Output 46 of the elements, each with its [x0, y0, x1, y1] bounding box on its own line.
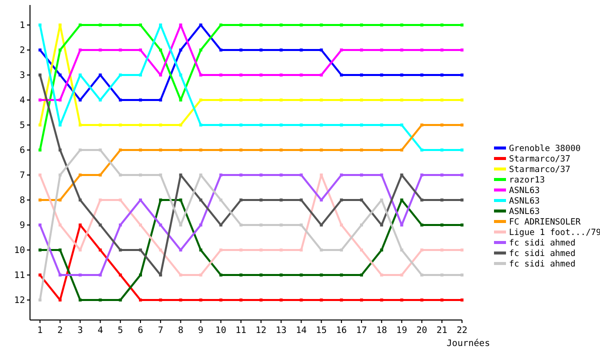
x-tick-label: 4 — [98, 326, 103, 336]
y-tick-label: 9 — [20, 221, 25, 232]
x-tick-label: 15 — [316, 326, 327, 336]
y-tick-label: 10 — [14, 246, 25, 256]
x-tick-label: 11 — [236, 326, 246, 336]
legend-label: Starmarco/37 — [509, 154, 570, 164]
y-tick-label: 2 — [20, 46, 25, 56]
legend-label: razor13 — [509, 175, 545, 186]
x-axis-title: Journées — [446, 338, 490, 349]
x-tick-label: 10 — [215, 326, 226, 336]
legend-label: ASNL63 — [509, 206, 540, 217]
x-tick-label: 12 — [256, 326, 266, 336]
y-tick-label: 5 — [20, 121, 25, 132]
x-tick-label: 17 — [356, 326, 367, 336]
y-tick-label: 1 — [20, 21, 25, 32]
legend-label: fc sidi ahmed — [509, 248, 576, 259]
x-tick-label: 21 — [436, 326, 448, 336]
y-tick-label: 11 — [14, 271, 25, 282]
y-tick-label: 6 — [20, 146, 25, 156]
x-tick-label: 5 — [118, 326, 124, 336]
y-tick-label: 12 — [14, 296, 25, 306]
x-tick-label: 14 — [296, 326, 307, 336]
y-tick-label: 3 — [20, 71, 25, 82]
y-tick-label: 8 — [20, 196, 25, 206]
legend-label: fc sidi ahmed — [509, 259, 576, 270]
legend-label: ASNL63 — [509, 186, 540, 196]
x-tick-label: 13 — [276, 326, 287, 336]
x-tick-label: 1 — [37, 326, 43, 336]
x-tick-label: 18 — [376, 326, 388, 336]
legend-label: fc sidi ahmed — [509, 238, 576, 248]
x-tick-label: 2 — [57, 326, 63, 336]
x-tick-label: 16 — [336, 326, 347, 336]
x-tick-label: 20 — [416, 326, 428, 336]
legend-label: ASNL63 — [509, 196, 540, 206]
legend-label: FC ADRIENSOLER — [509, 217, 582, 228]
x-tick-label: 3 — [77, 326, 83, 336]
x-tick-label: 6 — [138, 326, 144, 336]
x-tick-label: 19 — [396, 326, 408, 336]
x-tick-label: 7 — [158, 326, 164, 336]
legend-label: Starmarco/37 — [509, 164, 570, 175]
legend-label: Grenoble 38000 — [509, 144, 581, 154]
x-tick-label: 8 — [178, 326, 184, 336]
y-tick-label: 4 — [20, 96, 25, 106]
x-tick-label: 22 — [456, 326, 468, 336]
x-tick-label: 9 — [198, 326, 204, 336]
y-tick-label: 7 — [20, 171, 25, 182]
